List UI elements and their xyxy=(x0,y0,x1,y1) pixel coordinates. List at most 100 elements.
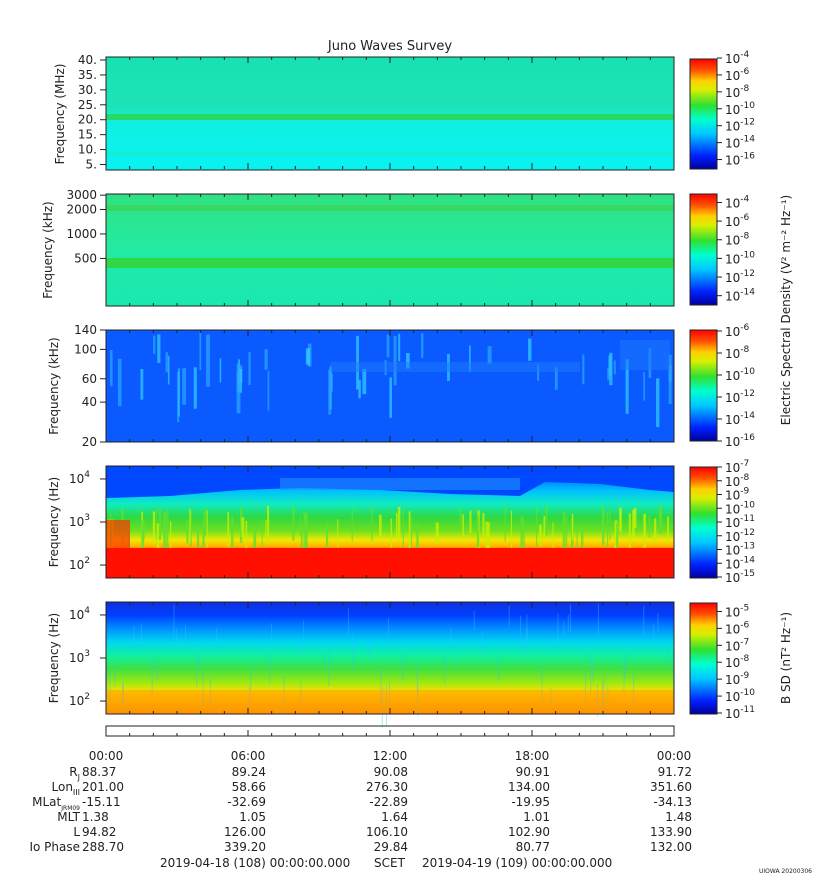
panel-1-band-21mhz xyxy=(106,114,674,120)
panel-4-colorbar xyxy=(689,466,718,579)
panel-1-spectrogram xyxy=(106,57,674,170)
panel-5-ytick-label: 104 xyxy=(69,606,90,622)
panel-5-colorbar-tick: 10-10 xyxy=(725,688,755,704)
panel-3-ytick-label: 100 xyxy=(74,342,97,356)
ephemeris-value: 80.77 xyxy=(516,840,550,854)
panel-4-ylabel: Frequency (Hz) xyxy=(47,477,61,568)
panel-5-ylabel: Frequency (Hz) xyxy=(47,613,61,704)
panel-5-colorbar xyxy=(689,602,718,715)
ephemeris-label: Io Phase xyxy=(29,840,80,854)
panel-1-colorbar-tick: 10-12 xyxy=(725,118,755,134)
panel-1-ytick-label: 35. xyxy=(78,68,97,82)
panel-1-ytick-label: 10. xyxy=(78,143,97,157)
ephemeris-value: 102.90 xyxy=(508,825,550,839)
panel-2-colorbar-tick: 10-6 xyxy=(725,213,750,229)
panel-5-colorbar-tick: 10-9 xyxy=(725,671,750,687)
ephemeris-value: 29.84 xyxy=(374,840,408,854)
panel-1-ytick-label: 25. xyxy=(78,98,97,112)
panel-2-ytick-label: 2000 xyxy=(66,202,97,216)
panel-1-ytick-label: 30. xyxy=(78,83,97,97)
panel-2-ytick-label: 1000 xyxy=(66,227,97,241)
panel-1-colorbar-tick: 10-8 xyxy=(725,84,750,100)
watermark: UIOWA 20200306 xyxy=(759,868,812,875)
panel-1-colorbar-tick: 10-10 xyxy=(725,101,755,117)
time-tick-label: 12:00 xyxy=(373,749,408,763)
panel-2-ylabel: Frequency (kHz) xyxy=(41,201,55,298)
panel-1-colorbar-tick: 10-4 xyxy=(725,50,750,66)
panel-1-colorbar-tick: 10-6 xyxy=(725,67,750,83)
time-tick-label: 06:00 xyxy=(231,749,266,763)
panel-5-colorbar-tick: 10-7 xyxy=(725,637,749,653)
panel-2-ytick-label: 500 xyxy=(74,251,97,265)
panel-5-ytick-label: 102 xyxy=(69,692,90,708)
panel-1-ytick-label: 5. xyxy=(86,158,97,172)
ephemeris-value: 1.48 xyxy=(665,810,692,824)
panel-1-band-low xyxy=(106,152,674,155)
time-tick-label: 00:00 xyxy=(657,749,692,763)
ephemeris-value: 1.05 xyxy=(239,810,266,824)
ephemeris-value: 91.72 xyxy=(658,765,692,779)
panel-5-colorbar-tick: 10-5 xyxy=(725,603,749,619)
ephemeris-value: 58.66 xyxy=(232,780,266,794)
panel-2-band-500khz xyxy=(106,258,674,268)
ephemeris-value: 132.00 xyxy=(650,840,692,854)
ephemeris-value: 1.64 xyxy=(381,810,408,824)
panel-3-ytick-label: 140 xyxy=(74,323,97,337)
ephemeris-value: 126.00 xyxy=(224,825,266,839)
ephemeris-label: RJ xyxy=(69,765,80,782)
panel-3-colorbar-tick: 10-6 xyxy=(725,323,750,339)
panel-5-colorbar-tick: 10-8 xyxy=(725,654,750,670)
panel-5-ytick-label: 103 xyxy=(69,649,90,665)
ephemeris-label: LonIII xyxy=(52,780,81,797)
ephemeris-value: 276.30 xyxy=(366,780,408,794)
panel-1-ylabel: Frequency (MHz) xyxy=(53,64,67,165)
time-tick-label: 00:00 xyxy=(89,749,124,763)
panel-1-colorbar xyxy=(689,58,718,170)
panel-3-colorbar xyxy=(689,329,718,442)
ephemeris-value: 1.01 xyxy=(523,810,550,824)
panel-3-colorbar-tick: 10-16 xyxy=(725,433,755,449)
panel-1-colorbar-tick: 10-16 xyxy=(725,152,755,168)
panel-3-ytick-label: 40 xyxy=(82,395,97,409)
panel-3-colorbar-tick: 10-8 xyxy=(725,345,750,361)
ephemeris-value: -34.13 xyxy=(653,795,692,809)
ephemeris-value: 106.10 xyxy=(366,825,408,839)
electric-colorbar-label: Electric Spectral Density (V² m⁻² Hz⁻¹) xyxy=(779,195,793,425)
panel-3-colorbar-tick: 10-14 xyxy=(725,411,755,427)
footer-scet: SCET xyxy=(374,856,406,870)
ephemeris-value: 339.20 xyxy=(224,840,266,854)
panel-5-colorbar-tick: 10-6 xyxy=(725,620,750,636)
ephemeris-value: 288.70 xyxy=(82,840,124,854)
panel-2-colorbar xyxy=(689,193,718,306)
footer-start-time: 2019-04-18 (108) 00:00:00.000 xyxy=(160,856,350,870)
panel-2-colorbar-tick: 10-14 xyxy=(725,288,755,304)
magnetic-colorbar-label: B SD (nT² Hz⁻¹) xyxy=(779,612,793,704)
ephemeris-value: 133.90 xyxy=(650,825,692,839)
panel-1-ytick-label: 20. xyxy=(78,113,97,127)
ephemeris-label: MLT xyxy=(57,810,80,824)
panel-4-ytick-label: 104 xyxy=(69,470,90,486)
ephemeris-value: 90.08 xyxy=(374,765,408,779)
panel-1: 40.35.30.25.20.15.10.5. Frequency (MHz) … xyxy=(53,50,755,172)
panel-2-spectrogram xyxy=(106,194,674,306)
ephemeris-value: 89.24 xyxy=(232,765,266,779)
ephemeris-value: 88.37 xyxy=(82,765,116,779)
ephemeris-value: -22.89 xyxy=(369,795,408,809)
ephemeris-value: 201.00 xyxy=(82,780,124,794)
panel-4-ytick-label: 103 xyxy=(69,513,90,529)
panel-2-ytick-label: 3000 xyxy=(66,188,97,202)
panel-1-ytick-label: 40. xyxy=(78,53,97,67)
ephemeris-value: -19.95 xyxy=(511,795,550,809)
panel-4-ytick-label: 102 xyxy=(69,556,90,572)
panel-3: 140 100 60 40 20 Frequency (kHz) 10-6 10-8 10-… xyxy=(47,323,755,449)
chart-title: Juno Waves Survey xyxy=(327,39,453,54)
ephemeris-value: 351.60 xyxy=(650,780,692,794)
panel-3-colorbar-tick: 10-12 xyxy=(725,389,755,405)
ephemeris-label: L xyxy=(73,825,80,839)
ephemeris-value: 90.91 xyxy=(516,765,550,779)
panel-3-colorbar-tick: 10-10 xyxy=(725,367,755,383)
